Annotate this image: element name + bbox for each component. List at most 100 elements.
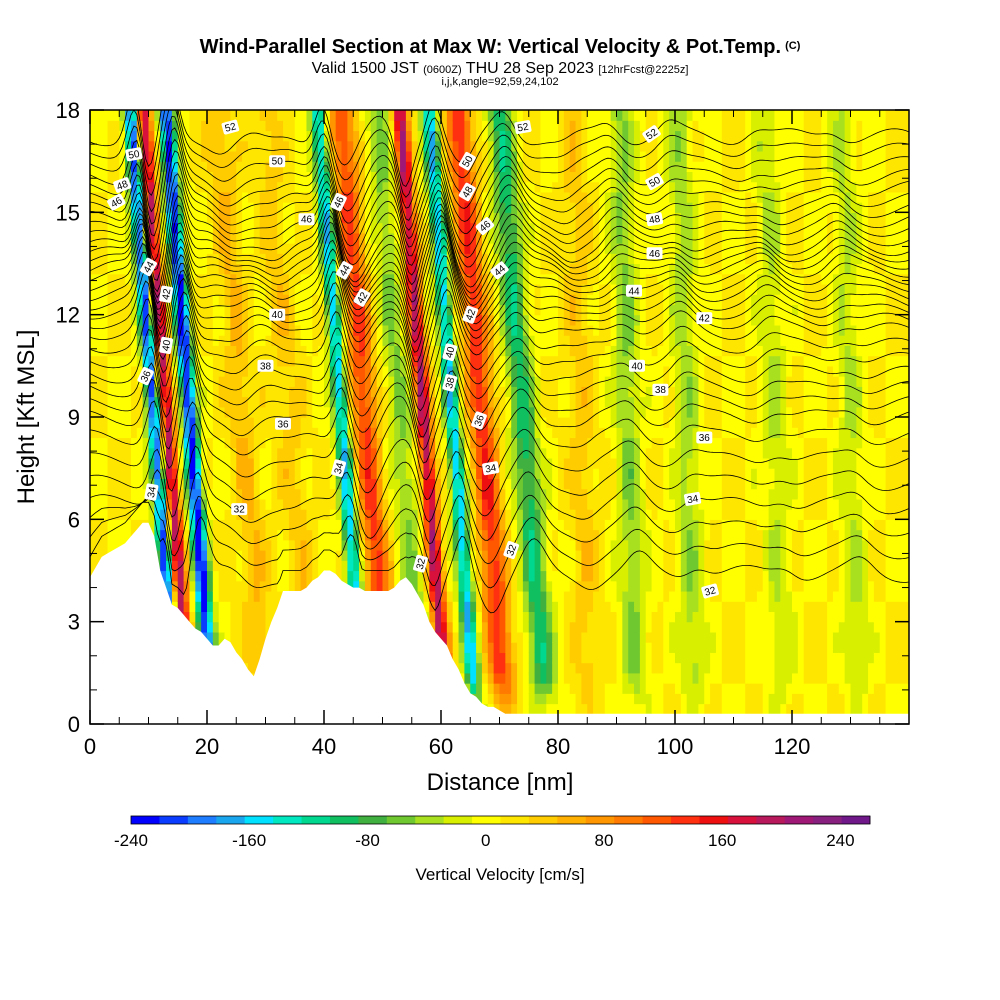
w-cell bbox=[148, 417, 155, 428]
w-cell bbox=[435, 314, 442, 326]
w-cell bbox=[353, 437, 360, 449]
w-cell bbox=[476, 386, 483, 398]
w-cell bbox=[435, 550, 442, 561]
w-cell bbox=[160, 550, 167, 561]
w-cell bbox=[230, 417, 237, 428]
w-cell bbox=[499, 273, 506, 285]
w-cell bbox=[329, 386, 337, 398]
w-cell bbox=[324, 417, 331, 428]
w-cell bbox=[171, 232, 179, 244]
w-cell bbox=[446, 171, 454, 183]
w-cell bbox=[505, 130, 512, 142]
w-cell bbox=[207, 488, 214, 500]
w-cell bbox=[546, 150, 553, 162]
w-cell bbox=[212, 509, 220, 520]
w-cell bbox=[259, 191, 267, 203]
w-cell bbox=[370, 150, 378, 162]
w-cell bbox=[107, 120, 114, 132]
w-cell bbox=[481, 253, 489, 265]
w-cell bbox=[341, 498, 348, 510]
w-cell bbox=[558, 355, 565, 367]
w-cell bbox=[400, 140, 407, 152]
w-cell bbox=[288, 130, 296, 142]
w-cell bbox=[569, 447, 577, 459]
w-cell bbox=[166, 202, 173, 213]
w-cell bbox=[318, 161, 325, 172]
w-cell bbox=[558, 509, 565, 520]
w-cell bbox=[230, 222, 237, 234]
w-cell bbox=[318, 396, 325, 408]
w-cell bbox=[347, 406, 354, 418]
w-cell bbox=[458, 130, 465, 142]
w-cell bbox=[212, 253, 220, 265]
w-cell bbox=[388, 314, 395, 326]
w-cell bbox=[517, 355, 524, 367]
w-cell bbox=[148, 222, 155, 234]
w-cell bbox=[353, 150, 360, 162]
w-cell bbox=[370, 222, 378, 234]
w-cell bbox=[359, 212, 366, 224]
w-cell bbox=[183, 406, 191, 418]
w-cell bbox=[283, 263, 290, 275]
w-cell bbox=[563, 672, 571, 684]
w-cell bbox=[207, 171, 214, 183]
w-cell bbox=[359, 191, 366, 203]
w-cell bbox=[429, 345, 436, 357]
w-cell bbox=[283, 171, 290, 183]
w-cell bbox=[546, 601, 553, 613]
w-cell bbox=[481, 509, 489, 520]
w-cell bbox=[236, 478, 243, 490]
w-cell bbox=[107, 468, 114, 479]
w-cell bbox=[171, 539, 179, 551]
w-cell bbox=[446, 120, 454, 132]
w-cell bbox=[534, 273, 542, 285]
w-cell bbox=[411, 498, 419, 510]
w-cell bbox=[300, 140, 308, 152]
w-cell bbox=[166, 427, 173, 439]
w-cell bbox=[528, 550, 536, 561]
w-cell bbox=[505, 509, 512, 520]
w-cell bbox=[183, 457, 191, 469]
w-cell bbox=[552, 580, 559, 592]
w-cell bbox=[540, 232, 547, 244]
w-cell bbox=[101, 161, 109, 172]
w-cell bbox=[160, 478, 167, 490]
w-cell bbox=[277, 570, 284, 582]
w-cell bbox=[236, 335, 243, 346]
w-cell bbox=[160, 376, 167, 387]
w-cell bbox=[470, 560, 477, 572]
w-cell bbox=[470, 365, 477, 377]
w-cell bbox=[113, 396, 120, 408]
w-cell bbox=[142, 478, 150, 490]
w-cell bbox=[277, 590, 284, 602]
w-cell bbox=[136, 478, 144, 490]
w-cell bbox=[259, 263, 267, 275]
w-cell bbox=[294, 488, 302, 500]
w-cell bbox=[283, 539, 290, 551]
w-cell bbox=[347, 120, 354, 132]
w-cell bbox=[429, 376, 436, 387]
w-cell bbox=[90, 222, 97, 234]
w-cell bbox=[423, 294, 430, 306]
w-cell bbox=[324, 335, 331, 346]
w-cell bbox=[207, 550, 214, 561]
w-cell bbox=[499, 140, 506, 152]
w-cell bbox=[294, 345, 302, 357]
w-cell bbox=[481, 263, 489, 275]
w-cell bbox=[294, 120, 302, 132]
w-cell bbox=[435, 202, 442, 213]
w-cell bbox=[259, 611, 267, 623]
w-cell bbox=[130, 488, 138, 500]
w-cell bbox=[376, 376, 384, 387]
w-cell bbox=[318, 406, 325, 418]
w-cell bbox=[171, 427, 179, 439]
w-cell bbox=[242, 601, 249, 613]
w-cell bbox=[90, 529, 97, 541]
w-cell bbox=[95, 550, 103, 561]
w-cell bbox=[423, 263, 430, 275]
w-cell bbox=[563, 324, 571, 336]
w-cell bbox=[382, 498, 389, 510]
w-cell bbox=[113, 529, 120, 541]
w-cell bbox=[481, 202, 489, 213]
w-cell bbox=[95, 365, 103, 377]
